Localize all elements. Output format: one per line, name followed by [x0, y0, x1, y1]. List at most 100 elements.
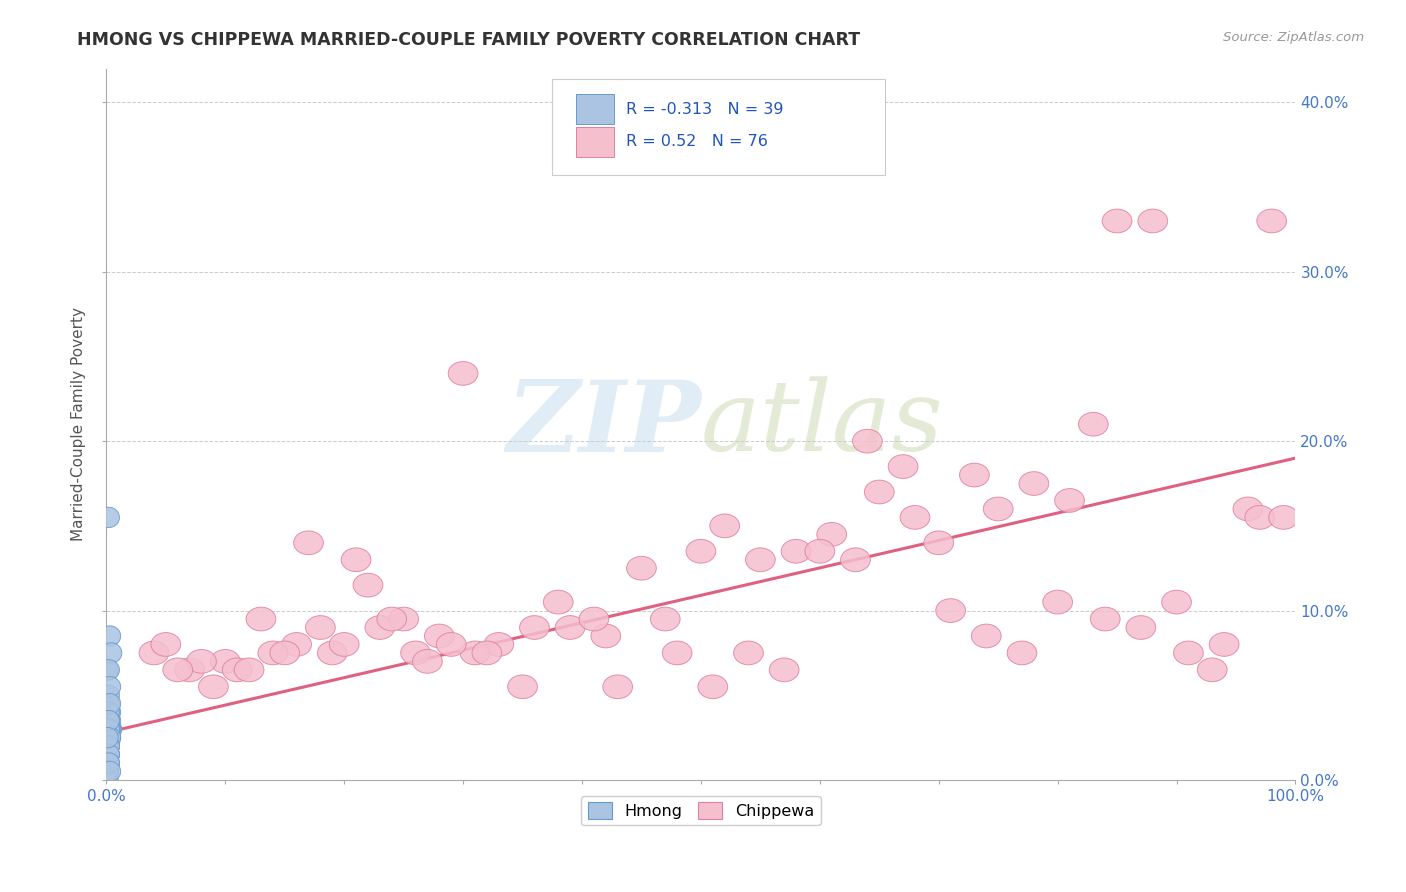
Ellipse shape: [449, 361, 478, 385]
Ellipse shape: [100, 728, 121, 747]
Ellipse shape: [329, 632, 359, 657]
Ellipse shape: [1257, 209, 1286, 233]
Ellipse shape: [651, 607, 681, 631]
Ellipse shape: [187, 649, 217, 673]
Ellipse shape: [246, 607, 276, 631]
Ellipse shape: [100, 626, 121, 646]
Ellipse shape: [98, 753, 120, 773]
Ellipse shape: [817, 523, 846, 546]
Y-axis label: Married-Couple Family Poverty: Married-Couple Family Poverty: [72, 307, 86, 541]
Ellipse shape: [342, 548, 371, 572]
Ellipse shape: [281, 632, 312, 657]
Ellipse shape: [97, 728, 118, 747]
Legend: Hmong, Chippewa: Hmong, Chippewa: [581, 796, 821, 825]
Ellipse shape: [972, 624, 1001, 648]
Ellipse shape: [924, 531, 953, 555]
Ellipse shape: [591, 624, 620, 648]
Ellipse shape: [98, 694, 120, 714]
Ellipse shape: [98, 711, 120, 731]
Ellipse shape: [1161, 591, 1191, 614]
Ellipse shape: [100, 694, 121, 714]
Text: R = -0.313   N = 39: R = -0.313 N = 39: [626, 102, 783, 117]
Ellipse shape: [98, 745, 120, 764]
Ellipse shape: [1233, 497, 1263, 521]
Ellipse shape: [1174, 641, 1204, 665]
Ellipse shape: [1198, 658, 1227, 681]
Ellipse shape: [98, 745, 120, 764]
Ellipse shape: [163, 658, 193, 681]
Ellipse shape: [852, 429, 882, 453]
Ellipse shape: [318, 641, 347, 665]
Ellipse shape: [353, 574, 382, 597]
Ellipse shape: [841, 548, 870, 572]
Text: R = 0.52   N = 76: R = 0.52 N = 76: [626, 135, 768, 149]
Ellipse shape: [139, 641, 169, 665]
Ellipse shape: [257, 641, 288, 665]
FancyBboxPatch shape: [576, 127, 614, 157]
Ellipse shape: [97, 745, 118, 764]
Ellipse shape: [98, 736, 120, 756]
Ellipse shape: [100, 719, 122, 739]
Ellipse shape: [222, 658, 252, 681]
Ellipse shape: [1126, 615, 1156, 640]
Ellipse shape: [98, 685, 120, 706]
Ellipse shape: [460, 641, 489, 665]
Ellipse shape: [543, 591, 574, 614]
FancyBboxPatch shape: [553, 79, 886, 175]
Ellipse shape: [472, 641, 502, 665]
Ellipse shape: [889, 455, 918, 478]
Ellipse shape: [294, 531, 323, 555]
Ellipse shape: [97, 728, 118, 747]
Ellipse shape: [662, 641, 692, 665]
Ellipse shape: [97, 761, 118, 781]
Ellipse shape: [484, 632, 513, 657]
Ellipse shape: [900, 506, 929, 529]
Ellipse shape: [627, 557, 657, 580]
Ellipse shape: [150, 632, 181, 657]
Ellipse shape: [1078, 412, 1108, 436]
Ellipse shape: [97, 770, 118, 790]
Ellipse shape: [98, 745, 120, 764]
Ellipse shape: [745, 548, 775, 572]
Ellipse shape: [1007, 641, 1036, 665]
Ellipse shape: [98, 702, 120, 723]
Ellipse shape: [305, 615, 335, 640]
Ellipse shape: [710, 514, 740, 538]
Ellipse shape: [412, 649, 443, 673]
Ellipse shape: [959, 463, 990, 487]
Ellipse shape: [401, 641, 430, 665]
Ellipse shape: [1268, 506, 1298, 529]
Ellipse shape: [174, 658, 204, 681]
Ellipse shape: [98, 711, 120, 731]
Ellipse shape: [100, 711, 121, 731]
Ellipse shape: [1043, 591, 1073, 614]
Ellipse shape: [97, 753, 118, 773]
Ellipse shape: [579, 607, 609, 631]
Ellipse shape: [983, 497, 1014, 521]
Ellipse shape: [198, 675, 228, 698]
Ellipse shape: [98, 736, 120, 756]
Ellipse shape: [98, 753, 120, 773]
Ellipse shape: [98, 660, 120, 680]
Ellipse shape: [97, 753, 118, 773]
Ellipse shape: [97, 761, 118, 781]
Text: Source: ZipAtlas.com: Source: ZipAtlas.com: [1223, 31, 1364, 45]
Ellipse shape: [806, 540, 835, 563]
Ellipse shape: [1244, 506, 1275, 529]
Ellipse shape: [508, 675, 537, 698]
Ellipse shape: [377, 607, 406, 631]
Ellipse shape: [389, 607, 419, 631]
Ellipse shape: [1102, 209, 1132, 233]
Text: atlas: atlas: [702, 376, 943, 472]
Text: HMONG VS CHIPPEWA MARRIED-COUPLE FAMILY POVERTY CORRELATION CHART: HMONG VS CHIPPEWA MARRIED-COUPLE FAMILY …: [77, 31, 860, 49]
Ellipse shape: [366, 615, 395, 640]
Ellipse shape: [1090, 607, 1121, 631]
Ellipse shape: [697, 675, 728, 698]
Ellipse shape: [1054, 489, 1084, 512]
Ellipse shape: [782, 540, 811, 563]
Ellipse shape: [936, 599, 966, 623]
Ellipse shape: [686, 540, 716, 563]
Ellipse shape: [865, 480, 894, 504]
Ellipse shape: [100, 677, 121, 697]
Ellipse shape: [425, 624, 454, 648]
